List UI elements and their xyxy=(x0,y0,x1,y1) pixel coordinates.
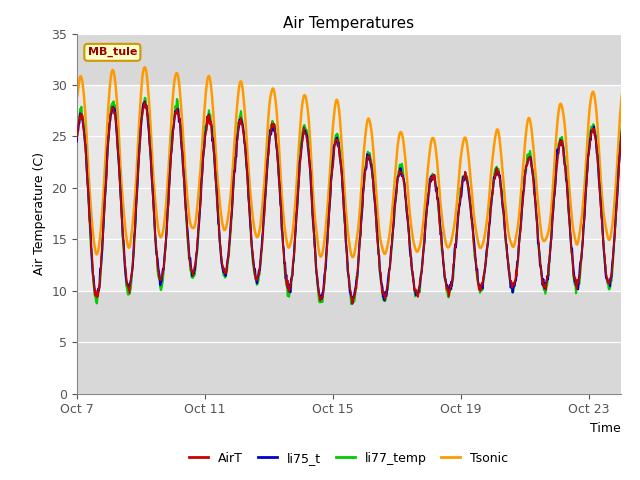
Line: li77_temp: li77_temp xyxy=(77,98,640,304)
AirT xyxy=(349,301,356,307)
Tsonic xyxy=(349,254,356,260)
li75_t xyxy=(73,139,81,144)
Line: li75_t: li75_t xyxy=(77,102,640,303)
AirT xyxy=(209,140,217,145)
AirT xyxy=(73,135,81,141)
li77_temp xyxy=(284,283,291,289)
Bar xyxy=(77,85,621,291)
li75_t xyxy=(314,281,321,287)
Tsonic xyxy=(73,95,81,101)
AirT xyxy=(540,283,547,289)
li75_t xyxy=(349,300,356,306)
li75_t xyxy=(401,181,408,187)
Bar xyxy=(77,34,621,85)
AirT xyxy=(284,283,291,289)
li75_t xyxy=(540,276,547,282)
Tsonic xyxy=(401,148,408,154)
Tsonic xyxy=(209,105,217,111)
Tsonic xyxy=(93,251,101,256)
li77_temp xyxy=(314,284,321,290)
AirT xyxy=(401,182,408,188)
li75_t xyxy=(209,136,217,142)
Title: Air Temperatures: Air Temperatures xyxy=(284,16,414,31)
AirT xyxy=(93,289,101,295)
li77_temp xyxy=(73,136,81,142)
Tsonic xyxy=(540,238,547,244)
Text: Time: Time xyxy=(590,422,621,435)
li77_temp xyxy=(401,181,408,187)
Legend: AirT, li75_t, li77_temp, Tsonic: AirT, li75_t, li77_temp, Tsonic xyxy=(184,447,513,469)
li77_temp xyxy=(209,138,217,144)
Line: Tsonic: Tsonic xyxy=(77,67,640,257)
Line: AirT: AirT xyxy=(77,102,640,304)
Tsonic xyxy=(284,240,291,246)
li77_temp xyxy=(141,95,148,101)
AirT xyxy=(141,99,148,105)
Bar xyxy=(77,291,621,394)
Text: MB_tule: MB_tule xyxy=(88,47,137,58)
Y-axis label: Air Temperature (C): Air Temperature (C) xyxy=(33,152,45,275)
li75_t xyxy=(93,293,101,299)
Tsonic xyxy=(141,64,148,70)
li75_t xyxy=(141,99,148,105)
li77_temp xyxy=(348,301,355,307)
li75_t xyxy=(284,281,291,287)
li77_temp xyxy=(540,284,547,289)
li77_temp xyxy=(93,296,101,301)
Tsonic xyxy=(314,240,321,246)
AirT xyxy=(314,278,321,284)
